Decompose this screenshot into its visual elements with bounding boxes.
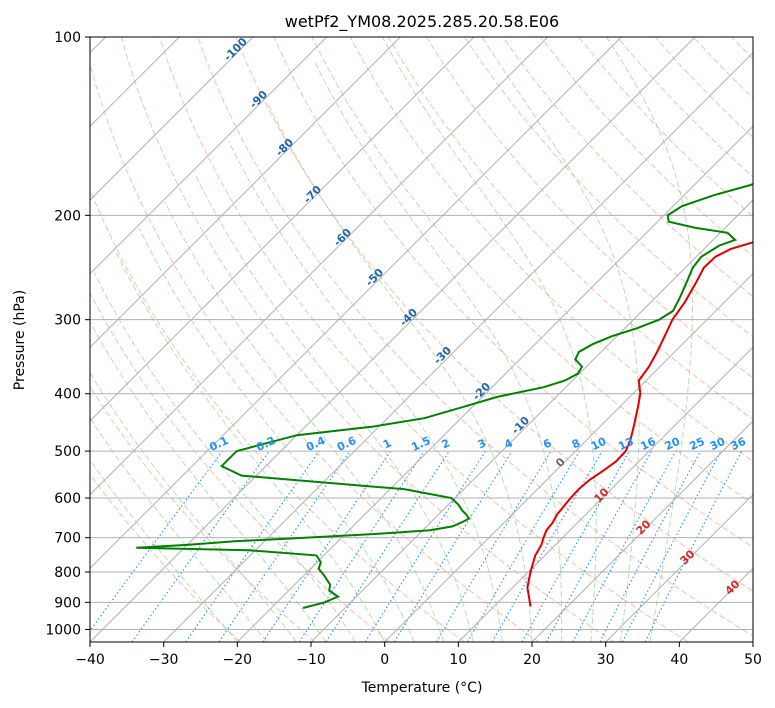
dry-adiabat xyxy=(120,37,614,642)
mixing-ratio-line xyxy=(572,450,677,642)
isotherm-line xyxy=(384,272,753,642)
y-tick-label: 200 xyxy=(54,208,81,224)
profile-lines xyxy=(136,182,753,609)
mixing-ratio-label: 20 xyxy=(663,435,683,453)
isotherm-line xyxy=(605,493,753,642)
moist-adiabat xyxy=(481,37,640,642)
dry-adiabat xyxy=(90,188,465,642)
temperature-line xyxy=(526,241,753,607)
dry-adiabat xyxy=(159,37,689,642)
mixing-ratio-label: 13 xyxy=(616,435,635,453)
axes: −40 −30 −20 −10 0 10 20 30 40 50 100 200 300 400 500 60… xyxy=(45,30,762,668)
moist-adiabat xyxy=(93,272,356,642)
isotherm-line xyxy=(163,51,753,642)
moist-adiabat xyxy=(194,173,474,642)
plot-frame xyxy=(89,36,754,643)
mixing-ratio-label: 16 xyxy=(638,435,658,453)
mixing-ratio-line xyxy=(521,450,630,642)
y-tick-label: 1000 xyxy=(45,622,81,638)
mixing-ratio-label: 25 xyxy=(687,435,706,453)
dry-adiabat xyxy=(90,292,390,642)
mixing-ratio-line xyxy=(262,450,392,642)
y-tick-label: 100 xyxy=(54,30,81,46)
mixing-ratio-label: 30 xyxy=(708,435,728,453)
y-tick-label: 600 xyxy=(54,491,81,507)
mixing-ratio-line xyxy=(131,450,270,642)
isotherm-line xyxy=(90,37,549,496)
x-tick-label: 10 xyxy=(449,652,467,668)
chart-title: wetPf2_YM08.2025.285.20.58.E06 xyxy=(285,12,559,32)
x-tick-label: 20 xyxy=(523,652,541,668)
isotherm-line xyxy=(531,420,753,642)
grid-lines xyxy=(90,37,753,642)
dry-adiabat xyxy=(90,62,540,642)
x-tick-label: 30 xyxy=(597,652,615,668)
isotherm-line xyxy=(90,37,622,570)
isotherm-line xyxy=(90,37,696,642)
moist-adiabat xyxy=(164,201,445,642)
isotherm-line xyxy=(310,199,753,642)
moist-adiabat xyxy=(90,417,268,642)
moist-adiabat xyxy=(115,251,386,642)
mixing-ratio-line xyxy=(298,450,425,642)
dry-adiabat xyxy=(311,37,753,505)
mixing-ratio-line xyxy=(218,450,351,642)
dry-adiabat xyxy=(464,37,753,338)
background-lines xyxy=(90,37,753,642)
isotherm-line xyxy=(90,37,401,349)
y-tick-label: 800 xyxy=(54,565,81,581)
moist-adiabat xyxy=(606,37,693,642)
mixing-ratio-label: 36 xyxy=(729,435,749,453)
x-tick-label: −10 xyxy=(296,652,326,668)
mixing-ratio-line xyxy=(185,450,320,642)
dry-adiabat xyxy=(90,473,241,642)
dry-adiabat xyxy=(387,37,753,420)
mixing-ratio-line xyxy=(393,450,513,642)
mixing-ratio-line xyxy=(325,450,450,642)
isotherm-line xyxy=(457,346,753,642)
x-axis-label: Temperature (°C) xyxy=(361,680,483,696)
x-tick-label: −20 xyxy=(223,652,253,668)
mixing-ratio-line xyxy=(644,450,743,642)
x-tick-label: 0 xyxy=(380,652,389,668)
dewpoint-line xyxy=(136,182,753,609)
y-tick-label: 400 xyxy=(54,387,81,403)
moist-adiabat xyxy=(381,37,597,642)
dry-adiabat xyxy=(349,37,753,462)
x-tick-label: −40 xyxy=(75,652,105,668)
mixing-ratio-label: 10 xyxy=(589,435,609,453)
dry-adiabat xyxy=(273,37,753,548)
x-tick-label: 50 xyxy=(744,652,762,668)
isotherm-line xyxy=(90,37,328,275)
moist-adiabat xyxy=(314,61,563,642)
dry-adiabat xyxy=(90,385,316,642)
dry-adiabat xyxy=(502,37,753,298)
y-axis-label: Pressure (hPa) xyxy=(12,290,28,390)
moist-adiabat xyxy=(90,321,327,642)
x-tick-label: 40 xyxy=(670,652,688,668)
isotherm-line xyxy=(236,125,753,642)
moist-adiabat xyxy=(138,227,415,642)
isotherm-line xyxy=(90,37,475,422)
y-tick-label: 700 xyxy=(54,531,81,547)
dry-adiabat xyxy=(235,37,753,592)
y-tick-label: 500 xyxy=(54,444,81,460)
moist-adiabat xyxy=(90,459,238,642)
y-tick-label: 900 xyxy=(54,595,81,611)
y-tick-label: 300 xyxy=(54,313,81,329)
isotherm-line xyxy=(90,37,254,201)
mixing-ratio-line xyxy=(545,450,653,642)
mixing-ratio-line xyxy=(90,450,223,632)
x-tick-label: −30 xyxy=(149,652,179,668)
